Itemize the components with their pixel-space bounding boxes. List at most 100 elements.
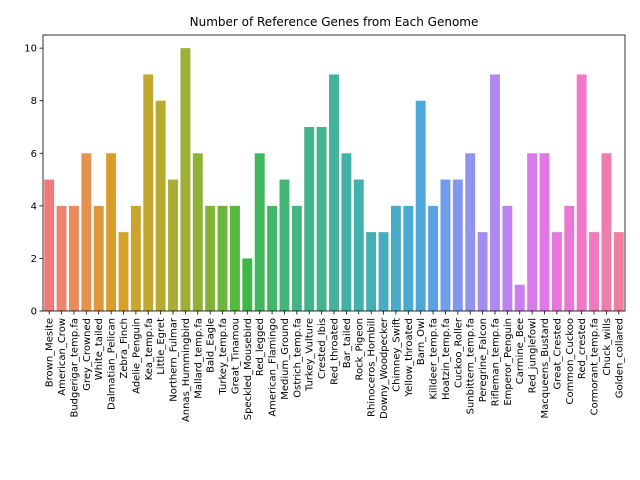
x-tick-label: White_tailed	[94, 318, 105, 380]
bar-Mallard_temp.fa	[192, 153, 203, 311]
x-tick-label: Annas_Hummingbird	[181, 318, 192, 422]
bar-Downy_Woodpecker	[378, 232, 389, 311]
x-tick-label: Cuckoo_Roller	[453, 317, 464, 388]
x-axis: Brown_Mesite American_Crow Budgerigar_temp…	[45, 311, 625, 422]
x-tick-label: Carmine_Bee	[515, 318, 526, 384]
bar-Medium_Ground	[279, 179, 290, 311]
x-tick-label: Speckled_Mousebird	[243, 318, 254, 420]
bar-Little_Egret	[155, 100, 166, 311]
x-tick-label: Dalmatian_Pelican	[107, 318, 118, 410]
x-tick-label: Crested_Ibis	[317, 318, 328, 379]
plot-frame	[42, 34, 626, 312]
x-tick-label: Zebra_Finch	[119, 318, 130, 379]
bar-Ostrich_temp.fa	[291, 205, 302, 311]
bar-Northern_Fulmar	[168, 179, 178, 311]
y-tick-label: 6	[31, 149, 37, 160]
bar-Cormorant_temp.fa	[589, 232, 599, 311]
bar-American_Crow	[56, 205, 67, 311]
bar-Brown_Mesite	[44, 179, 55, 311]
x-tick-label: Brown_Mesite	[45, 318, 56, 387]
bar-Killdeer_temp.fa	[428, 205, 439, 311]
x-tick-label: Sunbittern_temp.fa	[466, 318, 477, 414]
x-tick-label: Chuck_wills	[602, 318, 613, 376]
x-tick-label: Killdeer_temp.fa	[429, 318, 440, 400]
bar-Macqueens_Bustard	[539, 153, 550, 311]
bar-Annas_Hummingbird	[180, 48, 191, 312]
bar-Peregrine_Falcon	[477, 232, 488, 311]
y-tick-label: 8	[31, 96, 37, 107]
x-tick-label: American_Crow	[57, 318, 68, 396]
bar-Rifleman_temp.fa	[490, 74, 500, 311]
bar-Hoatzin_temp.fa	[440, 179, 451, 311]
x-tick-label: Turkey_temp.fa	[218, 318, 229, 396]
y-tick-label: 10	[24, 44, 37, 55]
bar-Carmine_Bee	[514, 284, 525, 311]
x-tick-label: Medium_Ground	[280, 318, 291, 400]
x-tick-label: Rifleman_temp.fa	[490, 318, 501, 406]
x-tick-label: Red_junglefowl	[528, 318, 539, 393]
bar-American_Flamingo	[267, 205, 278, 311]
x-tick-label: Bar_tailed	[342, 318, 353, 368]
x-tick-label: Hoatzin_temp.fa	[441, 318, 452, 400]
bar-Adelie_Penguin	[130, 205, 141, 311]
bars-group	[44, 48, 624, 312]
x-tick-label: Bald_Eagle	[206, 318, 217, 373]
bar-Sunbittern_temp.fa	[465, 153, 476, 311]
bar-Great_Tinamou	[229, 205, 240, 311]
bar-Red_throated	[329, 74, 339, 311]
bar-Chimney_Swift	[390, 205, 401, 311]
bar-Great_Crested	[551, 232, 562, 311]
x-tick-label: Yellow_throated	[404, 318, 415, 398]
x-tick-label: Mallard_temp.fa	[193, 318, 204, 399]
y-tick-label: 0	[31, 307, 37, 318]
bar-Turkey_temp.fa	[217, 205, 228, 311]
x-tick-label: Red_throated	[330, 318, 341, 385]
bar-Speckled_Mousebird	[242, 258, 253, 311]
y-tick-label: 2	[31, 254, 37, 265]
x-tick-label: Little_Egret	[156, 318, 167, 375]
bar-White_tailed	[93, 205, 104, 311]
bar-Crested_Ibis	[316, 127, 327, 311]
x-tick-label: Macqueens_Bustard	[540, 318, 551, 419]
bar-Bar_tailed	[341, 153, 352, 311]
x-tick-label: Ostrich_temp.fa	[292, 318, 303, 398]
bar-Red_junglefowl	[527, 153, 538, 311]
bar-Yellow_throated	[403, 205, 414, 311]
x-tick-label: Great_Tinamou	[230, 318, 241, 394]
bar-Grey_Crowned	[81, 153, 92, 311]
y-tick-label: 4	[31, 201, 37, 212]
bar-Turkey_Vulture	[304, 127, 315, 311]
x-tick-label: Chimney_Swift	[391, 318, 402, 392]
bar-Budgerigar_temp.fa	[69, 205, 79, 311]
y-axis: 0 2 4 6 8 10	[24, 44, 43, 318]
x-tick-label: Rock_Pigeon	[354, 318, 365, 380]
x-tick-label: Turkey_Vulture	[305, 318, 316, 392]
bar-Chuck_wills	[601, 153, 612, 311]
bar-Bald_Eagle	[205, 205, 216, 311]
x-tick-label: Emperor_Penguin	[503, 318, 514, 406]
x-tick-label: Cormorant_temp.fa	[590, 318, 601, 415]
bar-Rock_Pigeon	[353, 179, 364, 311]
x-tick-label: Adelie_Penguin	[131, 318, 142, 394]
x-tick-label: Common_Cuckoo	[565, 318, 576, 405]
x-tick-label: Rhinoceros_Hornbill	[367, 318, 378, 417]
bar-Red_legged	[254, 153, 265, 311]
x-tick-label: Budgerigar_temp.fa	[69, 318, 80, 418]
bar-Cuckoo_Roller	[452, 179, 463, 311]
bar-Zebra_Finch	[118, 232, 129, 311]
bar-Emperor_Penguin	[502, 205, 513, 311]
bar-Red_crested	[576, 74, 587, 311]
bar-Common_Cuckoo	[564, 205, 575, 311]
x-tick-label: Red_legged	[255, 318, 266, 376]
x-tick-label: Great_Crested	[552, 318, 563, 390]
x-tick-label: Golden_collared	[614, 318, 625, 398]
x-tick-label: Red_crested	[577, 318, 588, 379]
chart-title: Number of Reference Genes from Each Geno…	[190, 15, 479, 29]
x-tick-label: Peregrine_Falcon	[478, 318, 489, 402]
bar-Rhinoceros_Hornbill	[366, 232, 377, 311]
x-tick-label: Downy_Woodpecker	[379, 317, 390, 419]
x-tick-label: Grey_Crowned	[82, 318, 93, 391]
bar-Kea_temp.fa	[143, 74, 154, 311]
x-tick-label: Northern_Fulmar	[169, 317, 180, 402]
